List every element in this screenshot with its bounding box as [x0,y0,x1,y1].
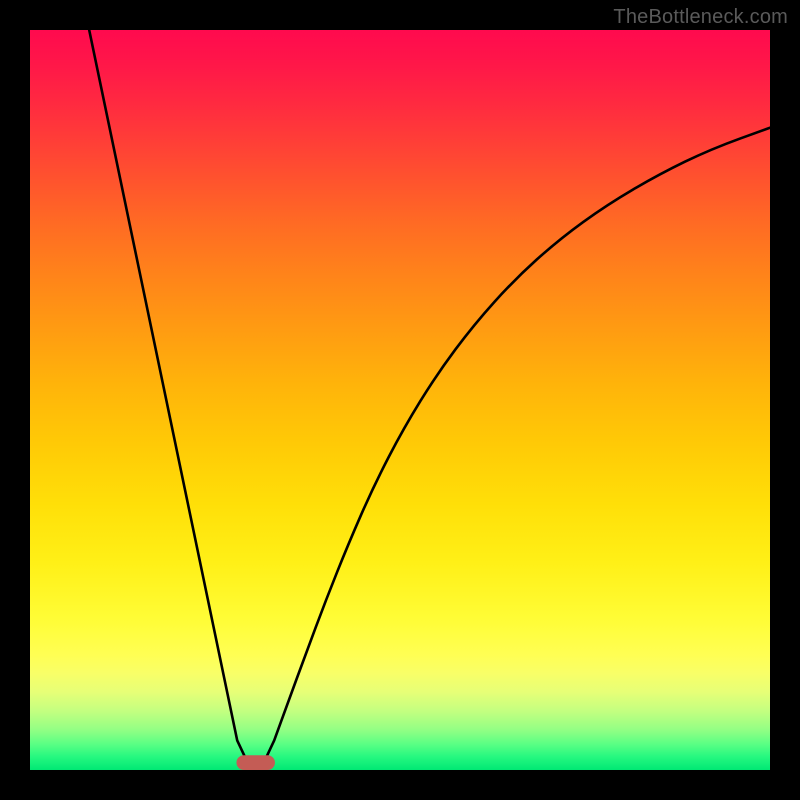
optimal-point-marker [236,755,274,770]
plot-background-gradient [30,30,770,770]
chart-svg [0,0,800,800]
watermark-text: TheBottleneck.com [613,6,788,29]
chart-container: TheBottleneck.com [0,0,800,800]
